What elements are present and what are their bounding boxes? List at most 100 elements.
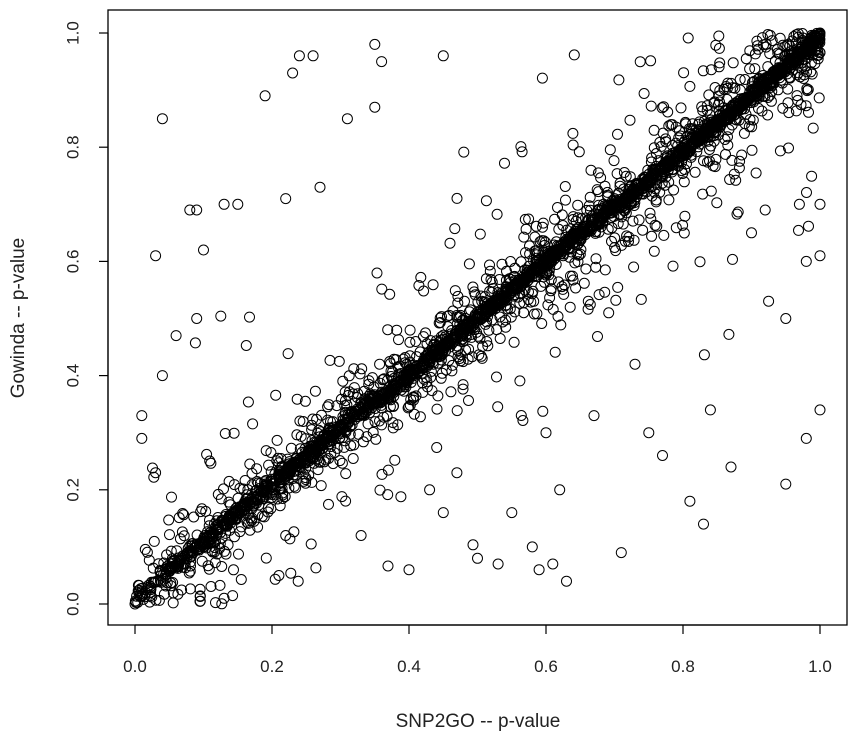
- data-point: [276, 471, 288, 483]
- data-point: [389, 454, 401, 466]
- data-point: [590, 219, 602, 231]
- data-point: [238, 503, 250, 515]
- data-point: [595, 172, 607, 184]
- data-point: [790, 29, 802, 41]
- data-point: [247, 418, 259, 430]
- data-point: [738, 127, 750, 139]
- data-point: [572, 256, 584, 268]
- data-point: [627, 215, 639, 227]
- data-point: [567, 270, 578, 282]
- data-point: [527, 254, 539, 266]
- data-point: [219, 428, 231, 439]
- data-point: [780, 478, 792, 490]
- data-point: [315, 480, 327, 492]
- data-point: [194, 590, 206, 602]
- y-tick-label: 0.4: [63, 364, 82, 388]
- data-point: [679, 210, 691, 222]
- data-point: [257, 493, 269, 505]
- data-point: [274, 500, 286, 512]
- data-point: [593, 226, 605, 238]
- data-point: [813, 92, 825, 104]
- data-point: [713, 42, 725, 54]
- data-point: [469, 289, 481, 301]
- data-point: [657, 450, 668, 461]
- data-point: [220, 548, 232, 560]
- data-point: [372, 392, 384, 404]
- data-point: [797, 45, 809, 57]
- data-point: [421, 338, 433, 350]
- data-point: [678, 67, 690, 79]
- data-point: [382, 324, 394, 336]
- data-point: [369, 416, 381, 428]
- data-point: [620, 207, 632, 219]
- data-point: [514, 276, 526, 288]
- data-point: [477, 305, 488, 317]
- y-axis-title: Gowinda -- p-value: [8, 238, 29, 399]
- data-point: [306, 424, 318, 436]
- data-point: [173, 512, 185, 524]
- data-point: [143, 579, 155, 591]
- data-point: [342, 389, 354, 401]
- data-point: [783, 107, 795, 119]
- data-point: [316, 409, 327, 421]
- data-point: [229, 531, 240, 543]
- data-point: [214, 579, 226, 591]
- data-point: [660, 133, 672, 145]
- data-point: [482, 340, 494, 352]
- data-point: [361, 431, 373, 443]
- x-axis-title: SNP2GO -- p-value: [396, 711, 561, 732]
- data-point: [524, 248, 536, 260]
- data-point: [633, 214, 645, 226]
- data-point: [705, 64, 717, 76]
- data-point: [516, 146, 528, 158]
- data-point: [663, 176, 675, 188]
- data-point: [766, 35, 778, 47]
- data-point: [648, 124, 660, 136]
- data-point: [362, 418, 374, 430]
- data-point: [166, 491, 177, 503]
- data-point: [720, 148, 731, 160]
- data-point: [464, 315, 476, 327]
- data-point: [746, 144, 758, 156]
- data-point: [293, 454, 305, 466]
- y-tick-label: 1.0: [63, 21, 82, 45]
- data-point: [284, 460, 296, 471]
- data-point: [627, 190, 638, 202]
- data-point: [760, 41, 772, 53]
- data-point: [648, 142, 660, 154]
- data-point: [337, 375, 349, 387]
- data-point: [463, 258, 475, 270]
- data-point: [293, 50, 305, 62]
- data-point: [184, 583, 196, 595]
- data-point: [711, 197, 723, 209]
- data-point: [452, 297, 464, 309]
- data-point: [181, 547, 193, 559]
- y-tick-label: 0.0: [63, 592, 82, 616]
- data-point: [714, 57, 726, 69]
- data-point: [208, 537, 220, 549]
- data-point: [303, 469, 315, 481]
- data-point: [374, 484, 386, 496]
- data-point: [742, 93, 754, 104]
- data-point: [544, 292, 556, 304]
- data-point: [800, 255, 812, 267]
- data-point: [250, 484, 262, 496]
- x-tick-label: 0.2: [260, 657, 284, 676]
- data-point: [218, 518, 230, 530]
- data-point: [228, 427, 240, 439]
- data-point: [280, 193, 292, 205]
- data-point: [452, 351, 464, 363]
- data-point: [216, 561, 228, 572]
- data-point: [440, 364, 452, 376]
- data-point: [483, 324, 495, 336]
- data-point: [198, 244, 209, 256]
- data-point: [209, 557, 221, 569]
- data-point: [452, 345, 464, 356]
- data-point: [169, 554, 181, 566]
- data-point: [488, 301, 500, 313]
- data-point: [721, 82, 733, 94]
- data-point: [500, 281, 512, 293]
- data-point: [536, 235, 548, 247]
- data-point: [670, 121, 682, 133]
- data-point: [810, 34, 822, 46]
